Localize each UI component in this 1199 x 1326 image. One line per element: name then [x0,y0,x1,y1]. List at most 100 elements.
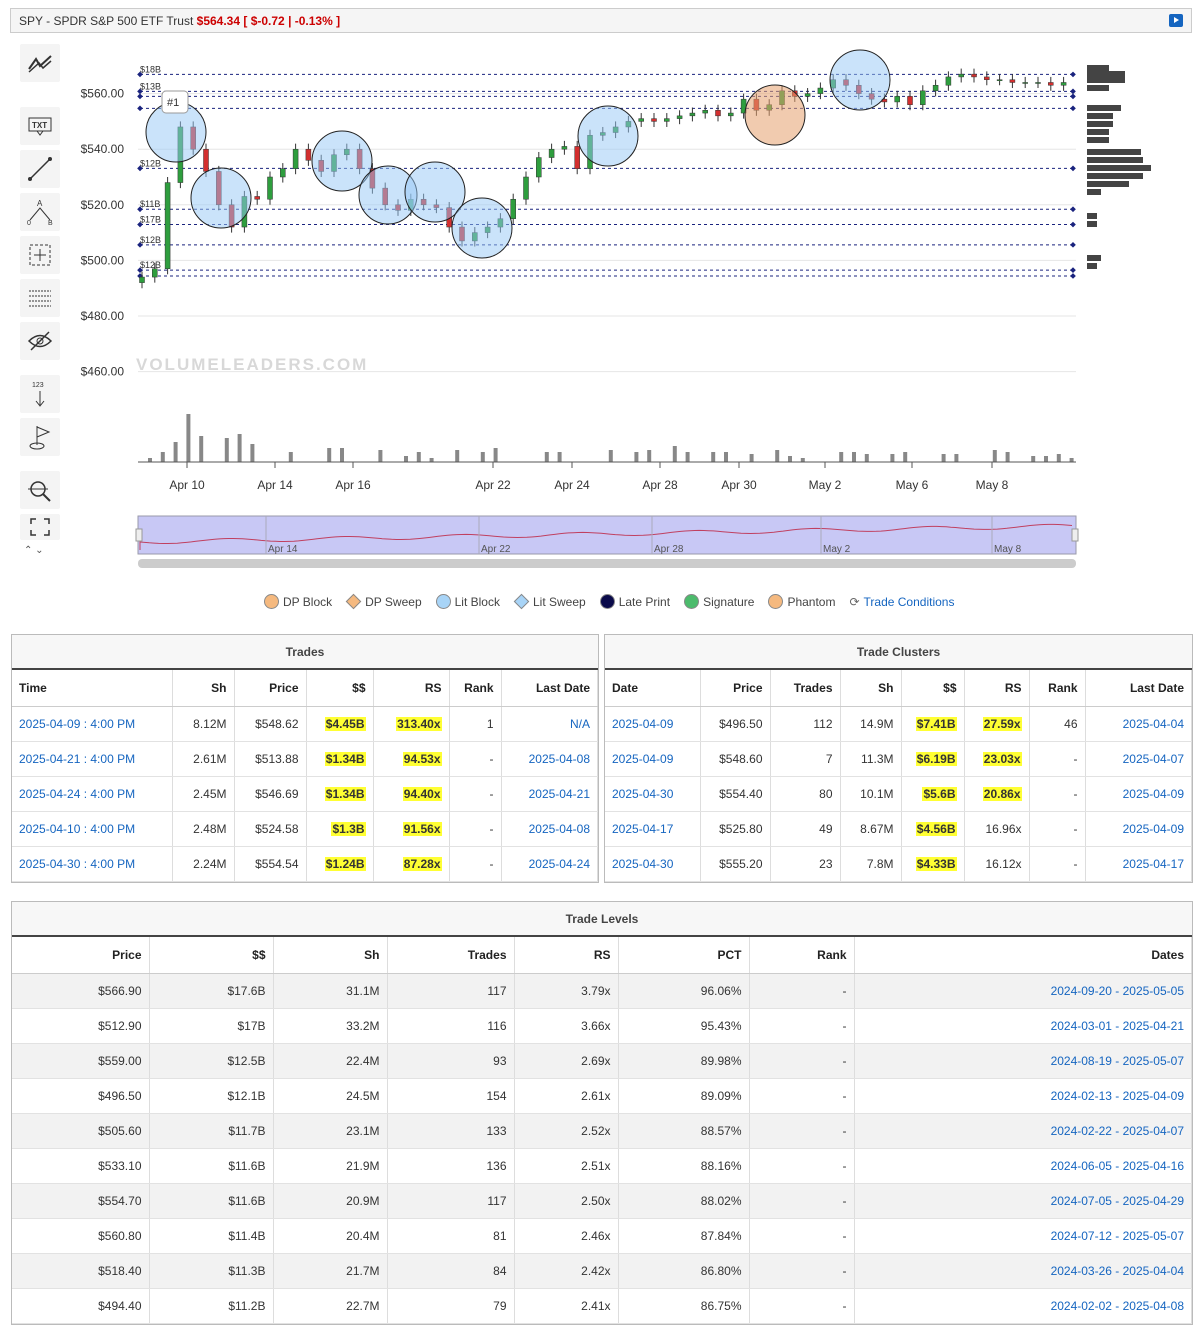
lit-block-bubble[interactable] [190,167,252,229]
profile-bar [1087,113,1113,119]
legend-item[interactable]: Signature [684,594,754,609]
column-header[interactable]: $$ [149,937,274,974]
navigator[interactable]: Apr 14 Apr 22 Apr 28 May 2 May 8 [135,515,1079,568]
column-header[interactable]: Sh [273,937,388,974]
legend-item[interactable]: Late Print [599,594,670,609]
table-cell[interactable]: 2024-02-02 - 2025-04-08 [854,1288,1192,1324]
crosshair-box-icon[interactable] [20,236,60,274]
lit-block-bubble[interactable] [577,105,639,167]
column-header[interactable]: RS [514,937,619,974]
table-cell[interactable]: 2025-04-04 [1085,706,1192,742]
table-cell[interactable]: 2024-06-05 - 2025-04-16 [854,1148,1192,1184]
legend-item[interactable]: DP Block [264,594,332,609]
hide-eye-icon[interactable] [20,322,60,360]
video-icon[interactable] [1169,14,1183,27]
column-header[interactable]: $$ [306,670,374,707]
zoom-icon[interactable] [20,471,60,509]
column-header[interactable]: Date [605,670,701,707]
table-cell[interactable]: 2025-04-30 [605,776,701,812]
table-cell[interactable]: 2025-04-21 : 4:00 PM [12,741,173,777]
lit-block-bubble[interactable] [451,197,513,259]
table-cell[interactable]: 2024-07-05 - 2025-04-29 [854,1183,1192,1219]
price-chart[interactable]: $560.00 $540.00 $520.00 $500.00 $480.00 $460.… [70,40,1160,580]
navigator-scrollbar[interactable] [138,559,1076,568]
table-cell[interactable]: 2025-04-09 [1085,776,1192,812]
table-cell: 79 [387,1288,515,1324]
trade-bubbles[interactable] [145,49,891,259]
column-header[interactable]: Time [12,670,173,707]
table-cell[interactable]: 2025-04-24 [501,846,598,882]
table-cell: 88.02% [618,1183,750,1219]
profile-bar [1087,71,1125,77]
table-cell[interactable]: 2024-03-01 - 2025-04-21 [854,1008,1192,1044]
column-header[interactable]: Last Date [1085,670,1192,707]
lit-block-bubble[interactable] [311,130,373,192]
table-cell: 88.57% [618,1113,750,1149]
column-header[interactable]: Rank [449,670,502,707]
table-cell[interactable]: 2025-04-17 [1085,846,1192,882]
column-header[interactable]: Price [12,937,150,974]
table-cell[interactable]: 2025-04-30 : 4:00 PM [12,846,173,882]
phantom-bubble[interactable] [744,84,806,146]
table-cell: - [749,1148,855,1184]
table-cell[interactable]: 2024-03-26 - 2025-04-04 [854,1253,1192,1289]
table-cell[interactable]: 2025-04-17 [605,811,701,847]
table-cell[interactable]: 2025-04-09 [605,741,701,777]
column-header[interactable]: Dates [854,937,1192,974]
table-cell[interactable]: 2024-08-19 - 2025-05-07 [854,1043,1192,1079]
table-cell[interactable]: 2025-04-10 : 4:00 PM [12,811,173,847]
table-cell[interactable]: 2025-04-08 [501,741,598,777]
table-cell[interactable]: 2025-04-09 [605,706,701,742]
column-header[interactable]: Rank [1029,670,1086,707]
volume-bar [1031,456,1036,462]
flag-marker-icon[interactable] [20,418,60,456]
column-header[interactable]: Trades [387,937,515,974]
level-diamond [1070,242,1076,248]
table-cell[interactable]: N/A [501,706,598,742]
column-header[interactable]: Last Date [501,670,598,707]
column-header[interactable]: Trades [770,670,841,707]
table-row: 2025-04-17 $525.80 49 8.67M $4.56B 16.96x -202… [605,811,1192,847]
table-cell[interactable]: 2024-02-22 - 2025-04-07 [854,1113,1192,1149]
table-cell[interactable]: 2025-04-09 : 4:00 PM [12,706,173,742]
table-cell[interactable]: 2025-04-30 [605,846,701,882]
table-cell[interactable]: 2024-09-20 - 2025-05-05 [854,973,1192,1009]
table-cell: $548.62 [234,706,307,742]
scroll-arrows-icon[interactable]: ⌃ ⌄ [24,545,44,556]
trend-line-icon[interactable] [20,44,60,82]
price-label-icon[interactable]: 123 [20,375,60,413]
column-header[interactable]: $$ [901,670,965,707]
column-header[interactable]: RS [964,670,1030,707]
legend-item[interactable]: Phantom [768,594,835,609]
table-cell[interactable]: 2025-04-08 [501,811,598,847]
legend-item[interactable]: Lit Block [435,594,500,609]
table-cell: $525.80 [700,811,771,847]
column-header[interactable]: Rank [749,937,855,974]
text-annotation-icon[interactable]: TXT [20,107,60,145]
table-cell: $496.50 [700,706,771,742]
table-cell[interactable]: 2025-04-24 : 4:00 PM [12,776,173,812]
column-header[interactable]: PCT [618,937,750,974]
legend-item[interactable]: ⟳ Trade Conditions [849,594,954,609]
table-cell[interactable]: 2025-04-21 [501,776,598,812]
legend-item[interactable]: DP Sweep [345,593,422,610]
table-cell[interactable]: 2025-04-09 [1085,811,1192,847]
column-header[interactable]: Sh [840,670,902,707]
horizontal-lines-icon[interactable] [20,279,60,317]
table-cell[interactable]: 2025-04-07 [1085,741,1192,777]
column-header[interactable]: Price [234,670,307,707]
table-cell[interactable]: 2024-02-13 - 2025-04-09 [854,1078,1192,1114]
column-header[interactable]: Price [700,670,771,707]
fullscreen-icon[interactable] [20,514,60,540]
marker-callout[interactable]: #1 [161,90,189,114]
table-cell[interactable]: 2024-07-12 - 2025-05-07 [854,1218,1192,1254]
volume-bar [672,446,677,462]
legend-item[interactable]: Lit Sweep [513,593,586,610]
candle-body [574,146,580,169]
lit-block-bubble[interactable] [404,161,466,223]
line-tool-icon[interactable] [20,150,60,188]
column-header[interactable]: Sh [172,670,235,707]
lit-block-bubble[interactable] [829,49,891,111]
abc-pattern-icon[interactable]: 0 A B [20,193,60,231]
column-header[interactable]: RS [373,670,450,707]
